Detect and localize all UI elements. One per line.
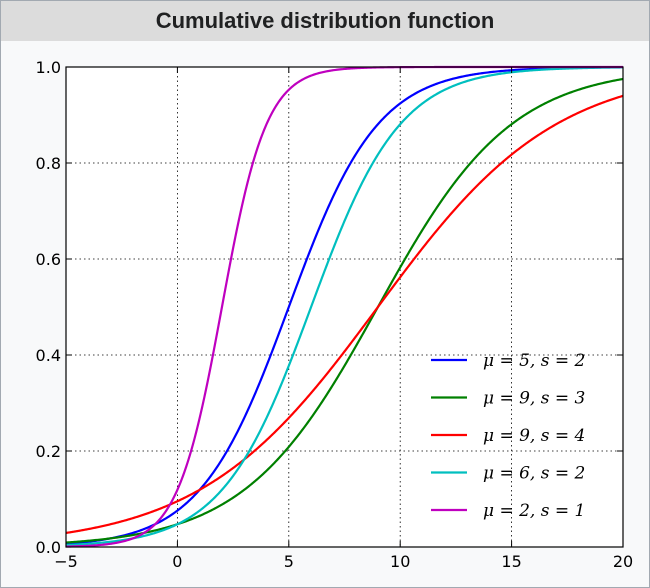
chart-title: Cumulative distribution function <box>155 8 495 33</box>
x-tick-label: 20 <box>613 552 633 571</box>
plot-area <box>66 67 623 547</box>
title-bar: Cumulative distribution function <box>1 1 649 41</box>
x-tick-label: −5 <box>54 552 78 571</box>
series-line-4 <box>65 66 624 547</box>
series-line-2 <box>65 77 624 544</box>
legend-label-3: μ = 9, s = 4 <box>483 426 585 446</box>
y-tick-label: 0.8 <box>36 154 61 173</box>
legend-label-5: μ = 2, s = 1 <box>483 501 585 521</box>
series-line-3 <box>65 94 624 535</box>
series-line-1 <box>65 66 623 545</box>
legend-label-4: μ = 6, s = 2 <box>483 464 585 484</box>
y-tick-label: 0.0 <box>36 538 61 557</box>
x-tick-label: 5 <box>284 552 294 571</box>
cdf-chart: −5 0 5 10 15 20 0.0 0.2 0.4 0.6 0.8 1.0 μ = 5, s = 2… <box>36 58 634 571</box>
x-tick-label: 10 <box>390 552 410 571</box>
legend-label-1: μ = 5, s = 2 <box>483 351 585 371</box>
y-tick-label: 0.6 <box>36 250 61 269</box>
y-tick-label: 0.2 <box>36 442 61 461</box>
x-tick-label: 0 <box>172 552 182 571</box>
y-tick-label: 0.4 <box>36 346 61 365</box>
y-tick-label: 1.0 <box>36 58 61 77</box>
x-tick-label: 15 <box>501 552 521 571</box>
legend-label-2: μ = 9, s = 3 <box>483 389 585 409</box>
axes-frame <box>65 66 624 548</box>
